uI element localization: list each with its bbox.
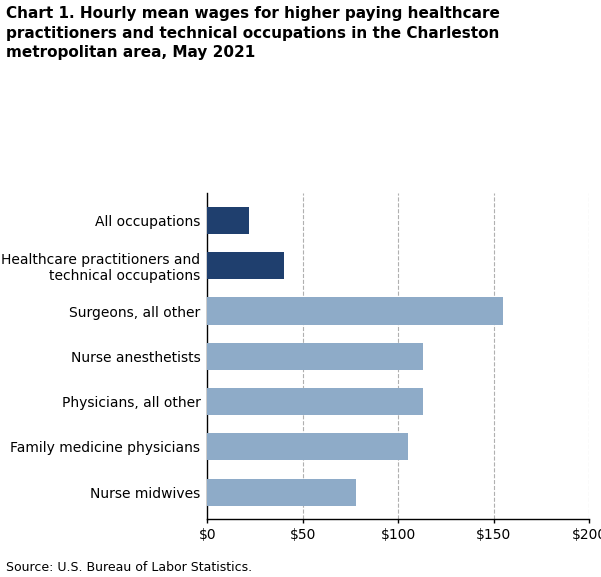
Text: Chart 1. Hourly mean wages for higher paying healthcare
practitioners and techni: Chart 1. Hourly mean wages for higher pa… — [6, 6, 500, 61]
Bar — [207, 388, 423, 415]
Bar — [207, 297, 503, 325]
Bar — [207, 207, 249, 234]
Bar — [207, 433, 407, 460]
Bar — [207, 252, 284, 279]
Bar — [207, 343, 423, 370]
Text: Source: U.S. Bureau of Labor Statistics.: Source: U.S. Bureau of Labor Statistics. — [6, 561, 252, 574]
Bar — [207, 478, 356, 505]
